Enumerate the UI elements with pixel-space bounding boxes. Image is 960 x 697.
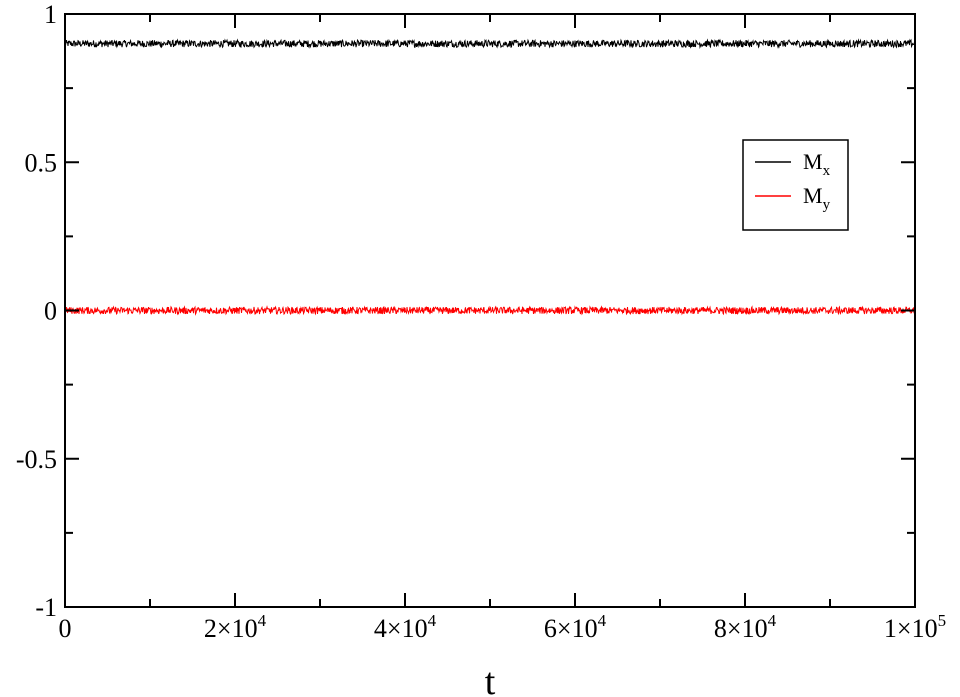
series-line-M_x xyxy=(64,38,916,50)
y-tick-label: 0.5 xyxy=(25,148,58,177)
plot-frame xyxy=(64,13,916,608)
y-tick-label: 0 xyxy=(44,297,57,326)
series-layer xyxy=(64,38,916,316)
x-tick-label: 0 xyxy=(59,614,72,643)
tick-labels: -1 -0.5 0 0.5 1 0 2×104 4×104 6×104 8×104 1×105 xyxy=(16,0,946,643)
y-tick-label: -1 xyxy=(35,593,57,622)
legend-label-M_y: My xyxy=(803,183,831,213)
x-tick-label: 2×104 xyxy=(204,611,267,643)
legend: Mx My xyxy=(742,139,849,231)
x-tick-label: 1×105 xyxy=(884,611,946,643)
x-tick-label: 6×104 xyxy=(544,611,607,643)
x-tick-label: 8×104 xyxy=(714,611,777,643)
series-line-M_y xyxy=(64,305,916,316)
x-tick-label: 4×104 xyxy=(374,611,437,643)
legend-label-M_x: Mx xyxy=(803,149,831,179)
y-tick-label: 1 xyxy=(44,0,57,29)
y-tick-label: -0.5 xyxy=(16,445,57,474)
x-axis-label: t xyxy=(485,661,496,697)
legend-box xyxy=(742,139,849,231)
